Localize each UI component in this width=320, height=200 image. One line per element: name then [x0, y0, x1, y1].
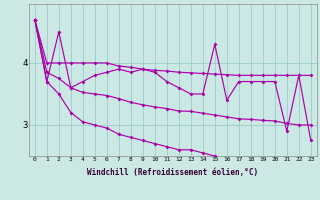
X-axis label: Windchill (Refroidissement éolien,°C): Windchill (Refroidissement éolien,°C) [87, 168, 258, 177]
